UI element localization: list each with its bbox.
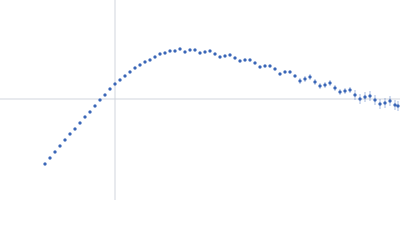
data-point	[293, 74, 297, 78]
data-point	[383, 101, 387, 105]
data-point	[183, 50, 187, 54]
data-point	[98, 98, 102, 102]
data-point	[203, 50, 207, 54]
data-point	[223, 54, 227, 58]
data-point	[328, 81, 332, 85]
data-point	[178, 47, 182, 51]
data-point	[263, 64, 267, 68]
data-point	[283, 70, 287, 74]
data-point	[123, 74, 127, 78]
data-point	[358, 97, 362, 101]
data-point	[43, 162, 47, 166]
data-point	[373, 98, 377, 102]
data-point	[143, 60, 147, 64]
data-point	[213, 52, 217, 56]
data-point	[388, 99, 392, 103]
data-point	[218, 55, 222, 59]
data-point	[173, 49, 177, 53]
data-point	[303, 77, 307, 81]
data-point	[313, 80, 317, 84]
data-point	[48, 156, 52, 160]
data-point	[253, 61, 257, 65]
chart	[0, 0, 400, 200]
data-point	[308, 75, 312, 79]
data-point	[368, 94, 372, 98]
data-point	[93, 104, 97, 108]
data-point	[83, 115, 87, 119]
data-point	[268, 64, 272, 68]
data-point	[138, 63, 142, 67]
data-point	[396, 104, 400, 108]
data-point	[238, 59, 242, 63]
data-point	[298, 79, 302, 83]
data-point	[243, 58, 247, 62]
data-point	[108, 87, 112, 91]
data-point	[323, 83, 327, 87]
data-point	[158, 52, 162, 56]
data-point	[273, 67, 277, 71]
data-point	[393, 103, 397, 107]
data-point	[353, 93, 357, 97]
data-point	[88, 110, 92, 114]
data-point	[113, 82, 117, 86]
data-point	[68, 132, 72, 136]
data-point	[198, 51, 202, 55]
data-point	[163, 51, 167, 55]
data-point	[288, 70, 292, 74]
data-point	[258, 65, 262, 69]
data-point	[188, 48, 192, 52]
data-point	[333, 86, 337, 90]
data-point	[78, 121, 82, 125]
data-point	[193, 48, 197, 52]
data-point	[53, 150, 57, 154]
data-point	[248, 58, 252, 62]
data-point	[378, 102, 382, 106]
data-point	[148, 58, 152, 62]
data-point	[128, 70, 132, 74]
data-point	[153, 55, 157, 59]
data-point	[233, 56, 237, 60]
data-point	[348, 88, 352, 92]
data-point	[278, 72, 282, 76]
data-point	[168, 49, 172, 53]
data-point	[58, 144, 62, 148]
data-point	[63, 138, 67, 142]
data-point	[118, 78, 122, 82]
data-point	[228, 53, 232, 57]
data-point	[73, 127, 77, 131]
data-point	[363, 95, 367, 99]
data-point	[103, 93, 107, 97]
data-point	[318, 84, 322, 88]
data-point	[208, 49, 212, 53]
data-point	[338, 90, 342, 94]
data-point	[343, 89, 347, 93]
data-point	[133, 66, 137, 70]
